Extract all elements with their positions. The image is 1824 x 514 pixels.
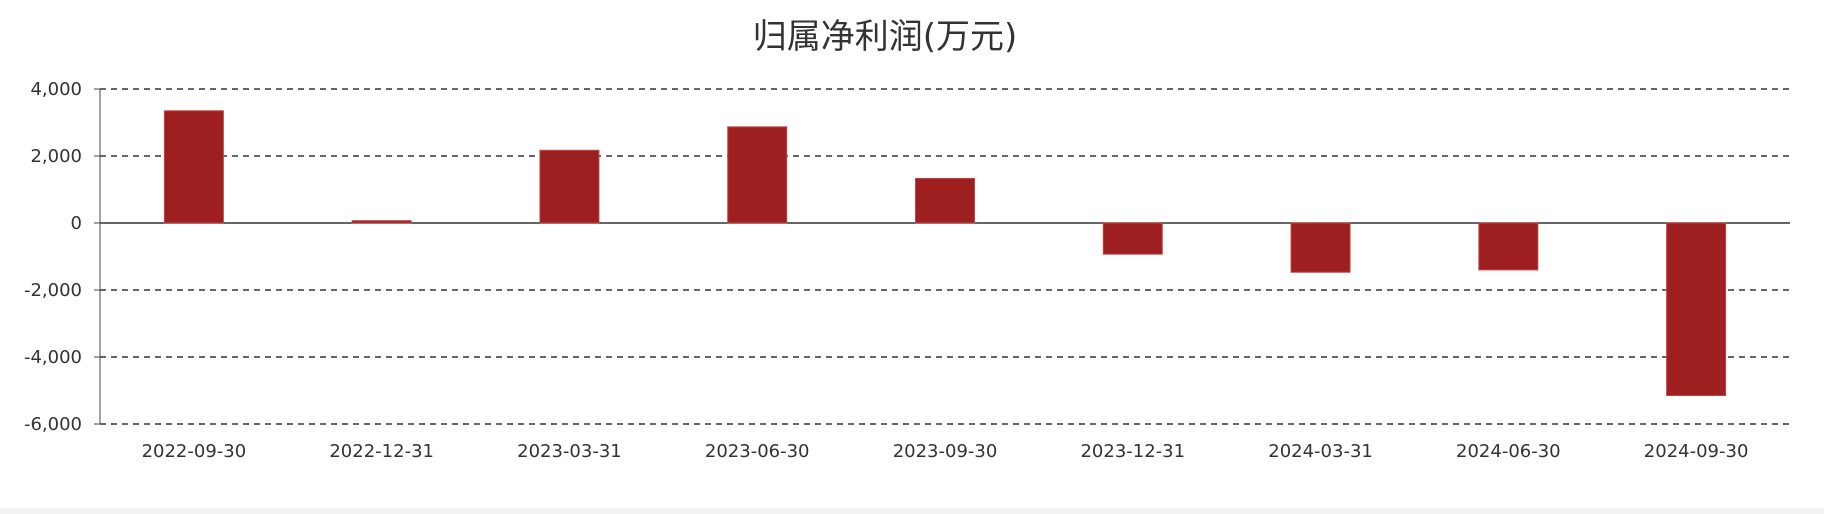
bar-2022-09-30 (163, 110, 224, 224)
bar-2024-03-31 (1290, 222, 1351, 273)
x-tick-label: 2023-06-30 (705, 441, 810, 462)
bar-2024-09-30 (1666, 222, 1727, 397)
y-tick-label: 0 (71, 213, 82, 234)
bar-2023-06-30 (727, 126, 788, 224)
y-tick-label: -4,000 (24, 347, 82, 368)
y-tick-label: -2,000 (24, 280, 82, 301)
x-tick-label: 2024-09-30 (1644, 441, 1749, 462)
bar-2024-06-30 (1478, 222, 1539, 271)
y-tick-label: 2,000 (30, 146, 82, 167)
x-tick-label: 2023-03-31 (517, 441, 622, 462)
x-tick-label: 2022-12-31 (329, 441, 434, 462)
x-tick-label: 2024-03-31 (1268, 441, 1373, 462)
x-tick-layer: 2022-09-30 2022-12-31 2023-03-31 2023-06-30… (142, 441, 1749, 462)
footer-band (0, 508, 1824, 514)
x-tick-label: 2022-09-30 (142, 441, 247, 462)
y-tick-label: -6,000 (24, 414, 82, 435)
x-tick-label: 2024-06-30 (1456, 441, 1561, 462)
x-tick-label: 2023-09-30 (893, 441, 998, 462)
y-tick-label: 4,000 (30, 79, 82, 100)
bar-2023-12-31 (1102, 222, 1163, 255)
x-tick-label: 2023-12-31 (1080, 441, 1185, 462)
chart-title: 归属净利润(万元) (753, 17, 1018, 57)
y-tick-layer: 4,000 2,000 0 -2,000 -4,000 -6,000 (24, 79, 82, 435)
bar-2022-12-31 (351, 220, 412, 224)
bar-layer (163, 110, 1727, 397)
bar-2023-09-30 (915, 177, 975, 224)
bar-2023-03-31 (539, 149, 600, 224)
